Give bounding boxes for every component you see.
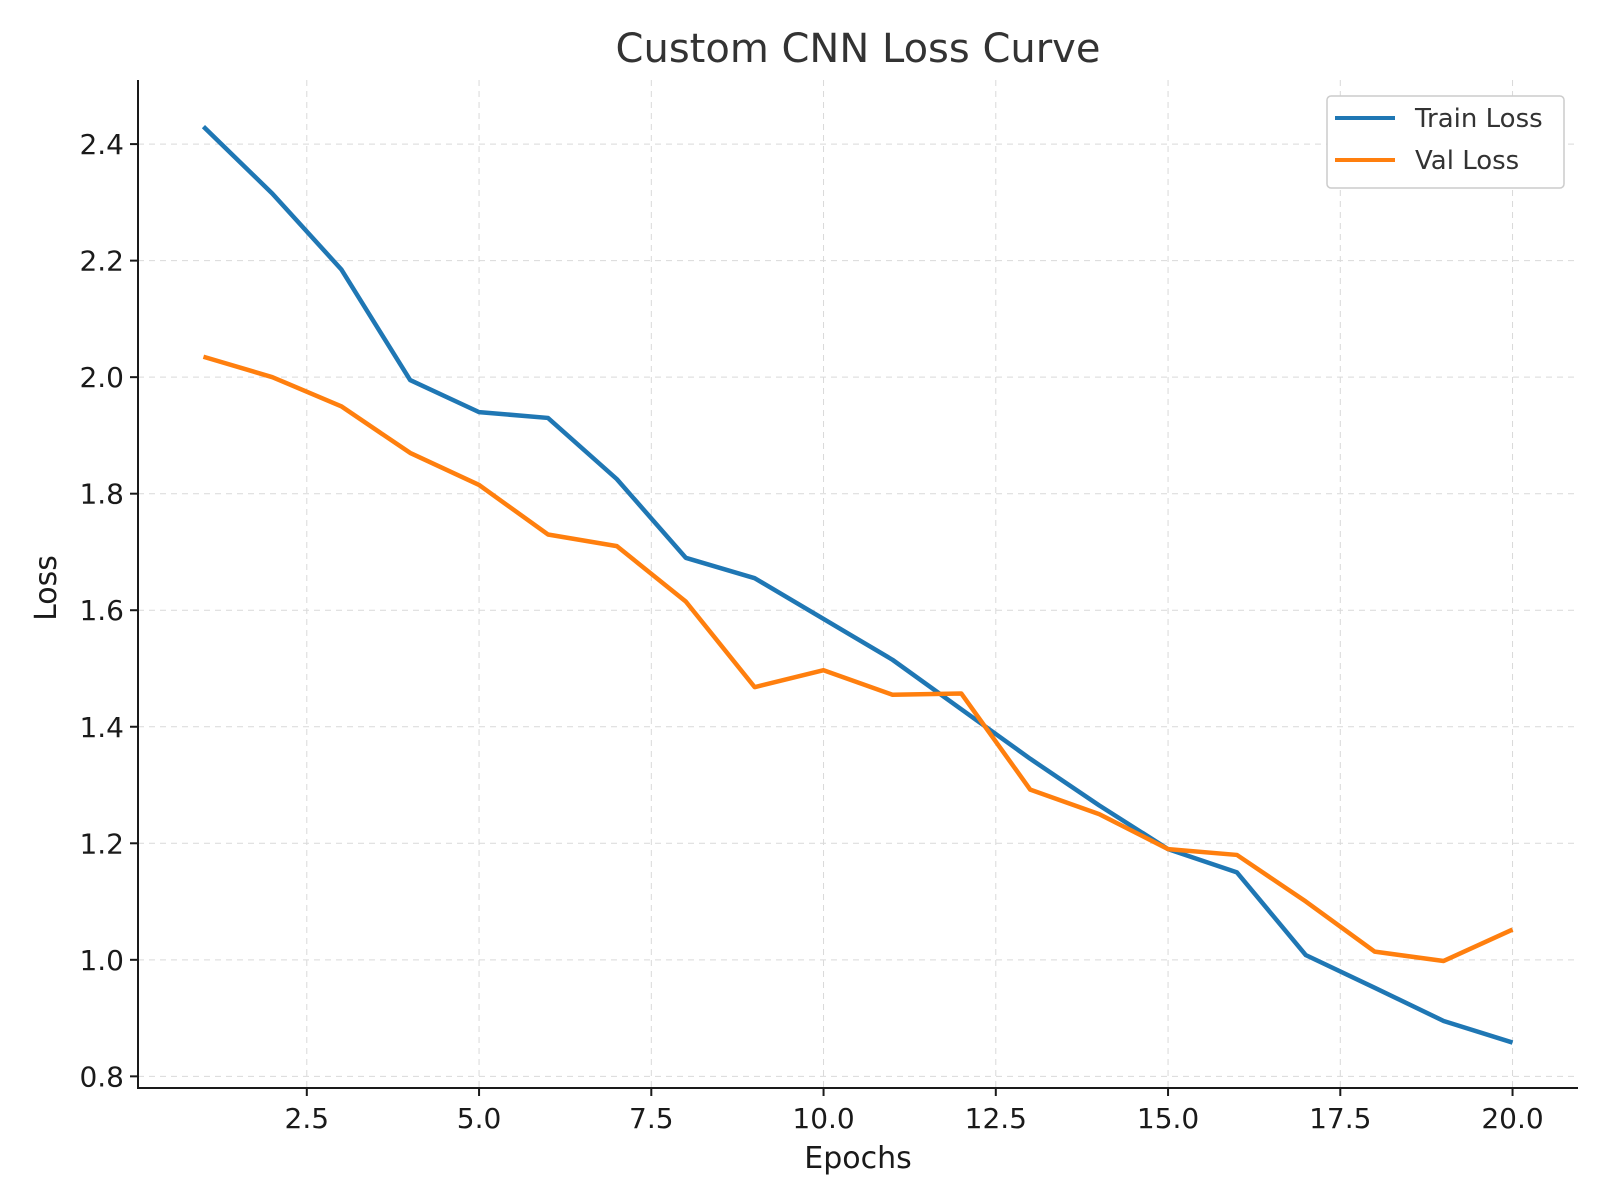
x-tick-label: 2.5 [285,1102,330,1135]
x-tick-label: 7.5 [629,1102,674,1135]
y-tick-label: 0.8 [79,1060,124,1093]
y-tick-label: 2.2 [79,245,124,278]
plot-series [201,124,1514,1045]
x-axis-ticks: 2.5 5.0 7.5 10.0 12.5 15.0 17.5 20.0 [285,1088,1544,1135]
grid-lines [138,80,1578,1088]
x-axis-label: Epochs [804,1141,912,1176]
y-tick-label: 1.2 [79,827,124,860]
x-tick-label: 20.0 [1481,1102,1543,1135]
y-axis-ticks: 0.8 1.0 1.2 1.4 1.6 1.8 2.0 2.2 2.4 [79,128,138,1093]
axes [137,80,1578,1089]
x-tick-label: 17.5 [1309,1102,1371,1135]
legend: Train Loss Val Loss [1326,95,1565,189]
series-line-train-loss [201,124,1514,1045]
y-tick-label: 2.0 [79,361,124,394]
series-line-val-loss [202,354,1514,964]
x-tick-label: 10.0 [792,1102,854,1135]
x-tick-label: 15.0 [1137,1102,1199,1135]
y-tick-label: 2.4 [79,128,124,161]
x-tick-label: 5.0 [457,1102,502,1135]
legend-label-train-loss: Train Loss [1414,104,1543,134]
legend-label-val-loss: Val Loss [1415,146,1519,176]
y-tick-label: 1.8 [79,478,124,511]
y-tick-label: 1.6 [79,594,124,627]
y-tick-label: 1.4 [79,711,124,744]
y-tick-label: 1.0 [79,944,124,977]
chart-title: Custom CNN Loss Curve [616,26,1101,72]
x-tick-label: 12.5 [965,1102,1027,1135]
y-axis-label: Loss [29,555,64,621]
